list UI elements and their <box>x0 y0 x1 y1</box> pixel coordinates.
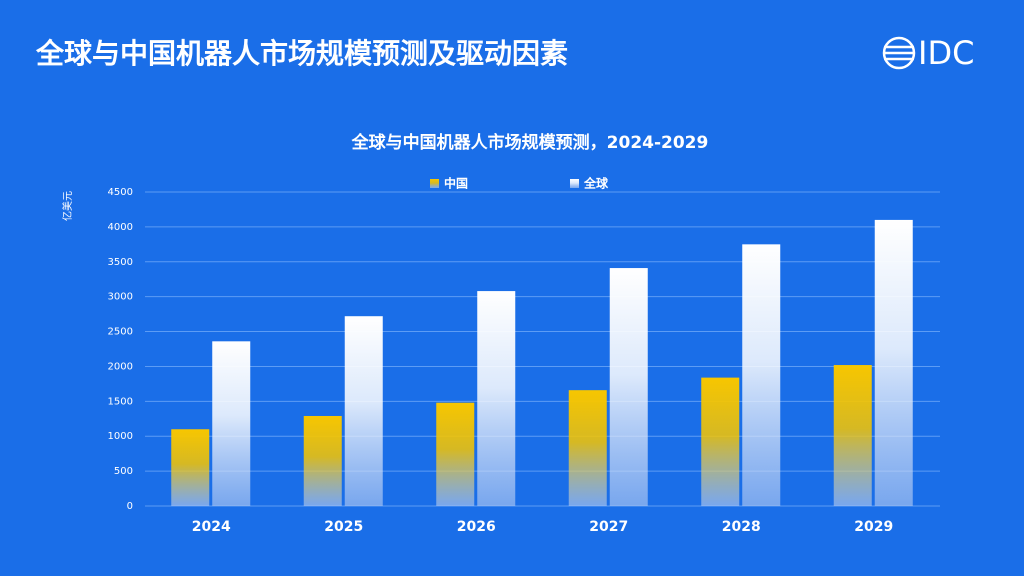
y-tick-label: 500 <box>114 466 133 477</box>
bar <box>568 390 607 506</box>
x-tick-label: 2025 <box>324 519 363 535</box>
y-tick-label: 3000 <box>108 292 133 303</box>
x-tick-label: 2024 <box>192 519 231 535</box>
bar <box>344 316 383 506</box>
legend-swatch <box>570 179 579 188</box>
bar <box>833 365 872 506</box>
y-tick-label: 4500 <box>108 187 133 198</box>
x-tick-label: 2029 <box>854 519 893 535</box>
bar <box>212 341 251 506</box>
bar <box>609 268 648 506</box>
bar <box>701 377 740 506</box>
x-tick-label: 2027 <box>589 519 628 535</box>
bar <box>874 219 913 506</box>
legend-label: 中国 <box>444 176 468 191</box>
slide-title: 全球与中国机器人市场规模预测及驱动因素 <box>35 37 568 70</box>
bar <box>477 291 516 506</box>
y-tick-label: 2500 <box>108 327 133 338</box>
bar <box>742 244 781 507</box>
y-axis-label: 亿美元 <box>61 191 74 221</box>
logo-text: IDC <box>918 34 974 72</box>
chart-title: 全球与中国机器人市场规模预测，2024-2029 <box>351 132 709 153</box>
logo-mark <box>882 36 916 70</box>
x-tick-label: 2026 <box>457 519 496 535</box>
y-tick-label: 1000 <box>108 431 133 442</box>
legend-label: 全球 <box>583 176 609 191</box>
bar <box>171 429 210 506</box>
bar <box>436 402 475 506</box>
y-tick-label: 1500 <box>108 396 133 407</box>
legend-swatch <box>430 179 439 188</box>
y-tick-label: 4000 <box>108 222 133 233</box>
x-tick-label: 2028 <box>722 519 761 535</box>
bar <box>303 415 342 506</box>
y-tick-label: 3500 <box>108 257 133 268</box>
y-tick-label: 2000 <box>108 361 133 372</box>
y-tick-label: 0 <box>127 501 133 512</box>
